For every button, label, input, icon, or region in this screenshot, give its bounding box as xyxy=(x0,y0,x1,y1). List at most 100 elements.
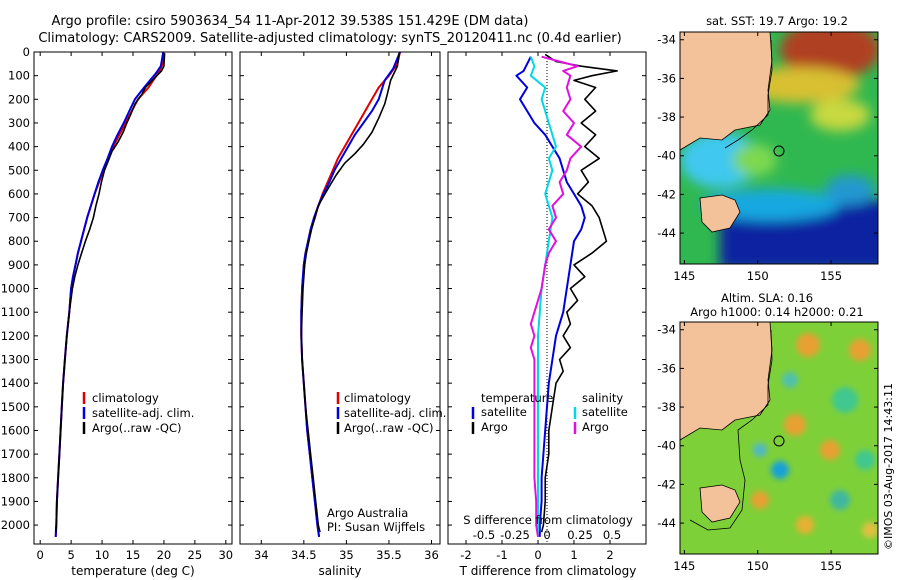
difference-panel: -2 -1 0 1 2 S difference from climatology -0… xyxy=(447,51,647,578)
sla-map-frame xyxy=(679,321,879,555)
temperature-tick-label: 10 xyxy=(95,548,110,562)
depth-tick-label: 200 xyxy=(8,92,30,106)
legend-label-satellite: satellite-adj. clim. xyxy=(92,406,194,420)
temperature-legend: climatology satellite-adj. clim. Argo(..… xyxy=(82,391,194,435)
sst-tasmania xyxy=(699,194,741,233)
sla-map-title: Altim. SLA: 0.16 xyxy=(721,291,813,305)
salinity-tick-label: 35 xyxy=(339,548,354,562)
sla-map: Altim. SLA: 0.16 Argo h1000: 0.14 h2000:… xyxy=(657,291,879,573)
sla-map-subtitle: Argo h1000: 0.14 h2000: 0.21 xyxy=(690,305,863,319)
argo-float-marker xyxy=(773,145,785,157)
depth-tick-label: 600 xyxy=(8,187,30,201)
sla-tasmania xyxy=(699,484,741,523)
lat-tick-label: -42 xyxy=(657,477,676,491)
legend-label-argo: Argo(..raw -QC) xyxy=(92,421,182,435)
legend-label-satellite: satellite-adj. clim. xyxy=(344,406,446,420)
top-tick-label: 0 xyxy=(543,528,550,542)
lat-tick-label: -44 xyxy=(657,516,676,530)
institution-label: Argo Australia xyxy=(327,506,408,520)
lat-tick-label: -38 xyxy=(657,400,676,414)
figure-title-line2: Climatology: CARS2009. Satellite-adjuste… xyxy=(38,31,621,46)
top-tick-label: 0.5 xyxy=(603,528,621,542)
temperature-tick-label: 5 xyxy=(67,548,74,562)
legend-label-temperature-argo: Argo xyxy=(481,420,508,434)
salinity-legend: climatology satellite-adj. clim. Argo(..… xyxy=(336,391,446,435)
depth-tick-label: 100 xyxy=(8,69,30,83)
lat-tick-label: -34 xyxy=(657,33,676,47)
sst-map-title: sat. SST: 19.7 Argo: 19.2 xyxy=(706,14,848,28)
lat-tick-label: -40 xyxy=(657,439,676,453)
series-line-climatology xyxy=(300,51,401,538)
series-line-argo-raw-qc- xyxy=(54,53,166,533)
sla-map-ticks: 145 150 155 -34 -36 -38 -40 -42 -44 xyxy=(657,322,878,573)
lat-tick-label: -38 xyxy=(657,110,676,124)
salinity-series xyxy=(300,51,401,538)
depth-tick-label: 2000 xyxy=(1,518,30,532)
difference-tick-label: 0 xyxy=(534,548,541,562)
lat-tick-label: -40 xyxy=(657,149,676,163)
top-tick-label: -0.25 xyxy=(500,528,530,542)
salinity-tick-label: 34 xyxy=(254,548,269,562)
temperature-x-ticks: 0 5 10 15 20 25 30 xyxy=(37,52,233,562)
lon-tick-label: 155 xyxy=(820,269,842,283)
depth-tick-label: 300 xyxy=(8,116,30,130)
salinity-panel: 34 34.5 35 35.5 36 salinity climatology sate… xyxy=(239,51,446,578)
salinity-axes-frame xyxy=(239,51,441,545)
legend-header-temperature: temperature xyxy=(481,391,553,405)
depth-tick-label: 1900 xyxy=(1,494,30,508)
depth-tick-label: 1300 xyxy=(1,353,30,367)
depth-tick-label: 1700 xyxy=(1,447,30,461)
depth-tick-label: 1500 xyxy=(1,400,30,414)
lat-tick-label: -42 xyxy=(657,187,676,201)
legend-header-salinity: salinity xyxy=(582,391,623,405)
depth-tick-label: 500 xyxy=(8,163,30,177)
lat-tick-label: -36 xyxy=(657,361,676,375)
watermark: ©IMOS 03-Aug-2017 14:43:11 xyxy=(882,383,895,550)
sst-map-frame xyxy=(679,31,879,265)
series-line-satellite-adj-clim- xyxy=(300,51,401,538)
series-line-salinity-satellite xyxy=(529,56,557,537)
depth-tick-label: 0 xyxy=(23,45,30,59)
figure-title-line1: Argo profile: csiro 5903634_54 11-Apr-20… xyxy=(52,14,529,29)
temperature-axes-frame xyxy=(33,51,233,545)
depth-tick-label: 1800 xyxy=(1,471,30,485)
top-tick-label: 0.25 xyxy=(567,528,593,542)
depth-y-ticks: 0 100 200 300 400 500 600 700 800 900 1000 1100 1200… xyxy=(1,45,232,532)
depth-tick-label: 700 xyxy=(8,211,30,225)
legend-label-climatology: climatology xyxy=(92,391,159,405)
lon-tick-label: 150 xyxy=(747,559,769,573)
sst-map: sat. SST: 19.7 Argo: 19.2 145 150 155 -34 -3… xyxy=(657,14,879,283)
lat-tick-label: -34 xyxy=(657,323,676,337)
difference-x-ticks: -2 -1 0 1 2 xyxy=(460,52,614,562)
salinity-tick-label: 34.5 xyxy=(291,548,317,562)
sla-field xyxy=(680,322,878,554)
temperature-tick-label: 30 xyxy=(218,548,233,562)
depth-tick-label: 800 xyxy=(8,234,30,248)
sst-map-ticks: 145 150 155 -34 -36 -38 -40 -42 -44 xyxy=(657,32,878,283)
depth-tick-label: 1600 xyxy=(1,423,30,437)
temperature-series xyxy=(54,51,166,537)
lon-tick-label: 150 xyxy=(747,269,769,283)
series-line-temperature-satellite xyxy=(515,56,586,537)
series-line-salinity-argo xyxy=(529,55,583,538)
salinity-tick-label: 36 xyxy=(424,548,439,562)
lon-tick-label: 145 xyxy=(673,269,695,283)
lon-tick-label: 145 xyxy=(673,559,695,573)
difference-y-ticks xyxy=(448,51,646,526)
salinity-x-ticks: 34 34.5 35 35.5 36 xyxy=(254,52,439,562)
legend-label-argo: Argo(..raw -QC) xyxy=(344,421,434,435)
difference-tick-label: -2 xyxy=(460,548,471,562)
series-line-temperature-argo xyxy=(540,53,619,533)
top-tick-label: -0.5 xyxy=(473,528,495,542)
lat-tick-label: -44 xyxy=(657,226,676,240)
salinity-y-ticks xyxy=(240,51,440,526)
salinity-x-label: salinity xyxy=(318,564,361,578)
temperature-panel: 0 5 10 15 20 25 30 0 100 200 300 400 500 600 700 800 90… xyxy=(1,45,233,578)
lat-tick-label: -36 xyxy=(657,71,676,85)
difference-tick-label: 2 xyxy=(606,548,613,562)
temperature-tick-label: 0 xyxy=(37,548,44,562)
difference-tick-label: 1 xyxy=(570,548,577,562)
temperature-tick-label: 25 xyxy=(188,548,203,562)
difference-top-tick-labels: -0.5 -0.25 0 0.25 0.5 xyxy=(473,528,621,542)
